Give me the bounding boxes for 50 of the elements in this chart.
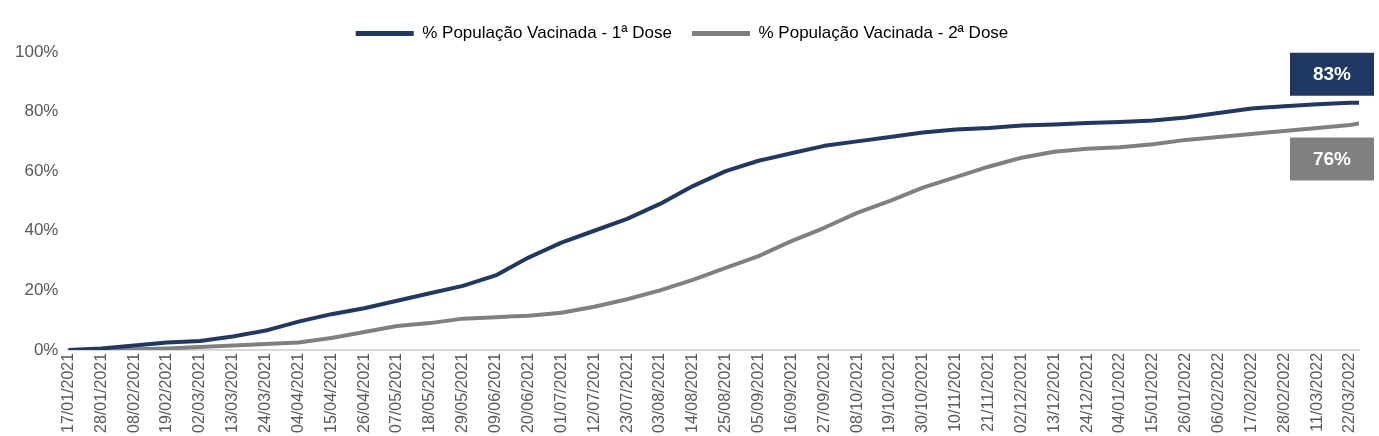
x-tick-label: 13/12/2021 xyxy=(1044,352,1062,433)
x-tick-label: 22/03/2022 xyxy=(1340,352,1358,433)
x-tick-label: 14/08/2021 xyxy=(683,352,701,433)
x-tick-label: 23/07/2021 xyxy=(617,352,635,433)
x-tick-label: 17/01/2021 xyxy=(58,352,76,433)
x-tick-label: 11/03/2022 xyxy=(1307,352,1325,432)
x-tick-label: 12/07/2021 xyxy=(584,352,602,433)
x-tick-label: 08/10/2021 xyxy=(847,352,865,433)
x-tick-label: 04/04/2021 xyxy=(288,352,306,433)
x-tick-label: 19/02/2021 xyxy=(157,352,175,433)
x-tick-label: 02/12/2021 xyxy=(1011,352,1029,433)
x-tick-label: 30/10/2021 xyxy=(913,352,931,433)
x-tick-label: 28/02/2022 xyxy=(1274,352,1292,433)
y-tick-label: 60% xyxy=(24,160,59,180)
y-tick-label: 80% xyxy=(24,101,59,121)
legend-label: % População Vacinada - 1ª Dose xyxy=(422,23,672,43)
y-tick-label: 100% xyxy=(15,41,59,61)
y-tick-label: 20% xyxy=(24,280,59,300)
x-tick-label: 24/12/2021 xyxy=(1077,352,1095,433)
x-tick-label: 15/04/2021 xyxy=(321,352,339,433)
x-tick-label: 08/02/2021 xyxy=(124,352,142,433)
x-tick-label: 26/04/2021 xyxy=(354,352,372,433)
x-tick-label: 27/09/2021 xyxy=(814,352,832,433)
x-tick-label: 13/03/2021 xyxy=(223,352,241,433)
x-tick-label: 21/11/2021 xyxy=(978,352,996,432)
x-tick-label: 17/02/2022 xyxy=(1241,352,1259,433)
x-tick-label: 16/09/2021 xyxy=(781,352,799,433)
x-tick-label: 09/06/2021 xyxy=(486,352,504,433)
x-tick-label: 29/05/2021 xyxy=(453,352,471,433)
x-tick-label: 05/09/2021 xyxy=(748,352,766,433)
x-tick-label: 19/10/2021 xyxy=(880,352,898,433)
x-tick-label: 10/11/2021 xyxy=(946,352,964,432)
x-tick-label: 01/07/2021 xyxy=(551,352,569,433)
x-tick-label: 04/01/2022 xyxy=(1110,352,1128,433)
x-tick-label: 06/02/2022 xyxy=(1209,352,1226,433)
x-tick-label: 28/01/2021 xyxy=(91,352,109,433)
legend-label: % População Vacinada - 2ª Dose xyxy=(758,23,1009,43)
annotation: 76% xyxy=(1312,148,1352,170)
x-tick-label: 25/08/2021 xyxy=(716,352,734,433)
x-tick-label: 26/01/2022 xyxy=(1176,352,1194,433)
x-tick-label: 15/01/2022 xyxy=(1143,352,1161,433)
x-tick-label: 07/05/2021 xyxy=(387,352,405,433)
y-tick-label: 40% xyxy=(24,220,59,240)
x-tick-label: 24/03/2021 xyxy=(256,352,274,433)
x-tick-label: 03/08/2021 xyxy=(650,352,668,433)
x-tick-label: 18/05/2021 xyxy=(420,352,438,433)
y-tick-label: 0% xyxy=(33,339,59,359)
x-tick-label: 02/03/2021 xyxy=(190,352,208,433)
x-tick-label: 20/06/2021 xyxy=(518,352,536,433)
annotation: 83% xyxy=(1312,63,1352,85)
